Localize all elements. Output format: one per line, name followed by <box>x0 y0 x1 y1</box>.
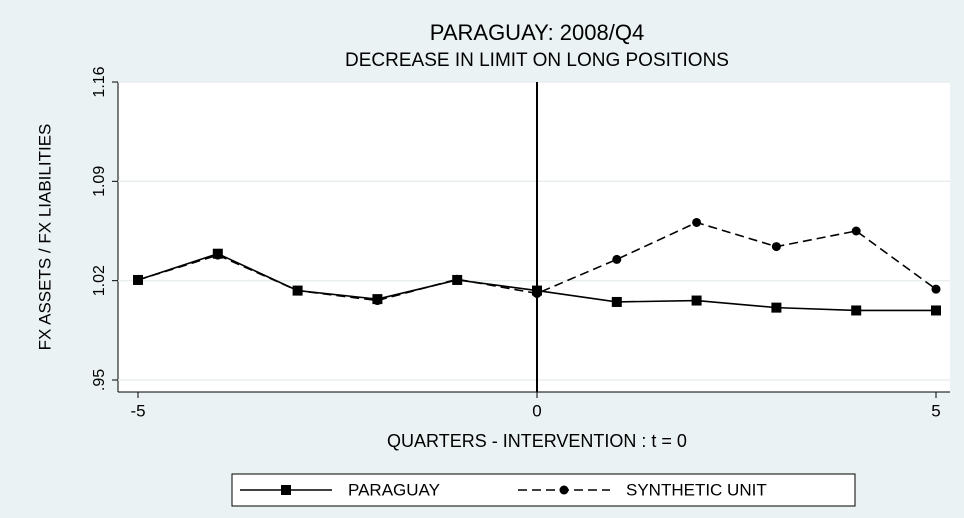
y-tick-label: 1.09 <box>91 166 108 197</box>
marker <box>452 274 462 284</box>
legend-marker <box>281 485 291 495</box>
x-tick-label: 5 <box>931 401 940 420</box>
y-axis-label: FX ASSETS / FX LIABILITIES <box>35 124 54 351</box>
legend-box <box>231 473 856 507</box>
legend-label: PARAGUAY <box>348 480 440 499</box>
marker <box>771 242 781 252</box>
y-tick-label: 1.02 <box>91 265 108 296</box>
x-tick-label: 0 <box>532 401 541 420</box>
x-tick-label: -5 <box>130 401 145 420</box>
chart-subtitle: DECREASE IN LIMIT ON LONG POSITIONS <box>345 50 729 71</box>
marker <box>851 305 862 316</box>
plot-area <box>118 82 950 392</box>
y-tick-label: 1.16 <box>91 66 108 97</box>
x-axis-label: QUARTERS - INTERVENTION : t = 0 <box>387 431 687 451</box>
marker <box>771 302 782 313</box>
marker <box>851 226 861 236</box>
marker <box>213 250 223 260</box>
marker <box>691 295 702 306</box>
marker <box>372 296 382 306</box>
chart-title: PARAGUAY: 2008/Q4 <box>430 20 644 45</box>
marker <box>133 275 143 285</box>
marker <box>692 217 702 227</box>
legend-label: SYNTHETIC UNIT <box>626 480 767 499</box>
marker <box>293 286 303 296</box>
marker <box>931 284 941 294</box>
marker <box>532 288 542 298</box>
y-tick-label: .95 <box>91 369 108 391</box>
marker <box>612 254 622 264</box>
marker <box>611 296 622 307</box>
marker <box>931 305 941 316</box>
legend-marker <box>559 485 569 495</box>
